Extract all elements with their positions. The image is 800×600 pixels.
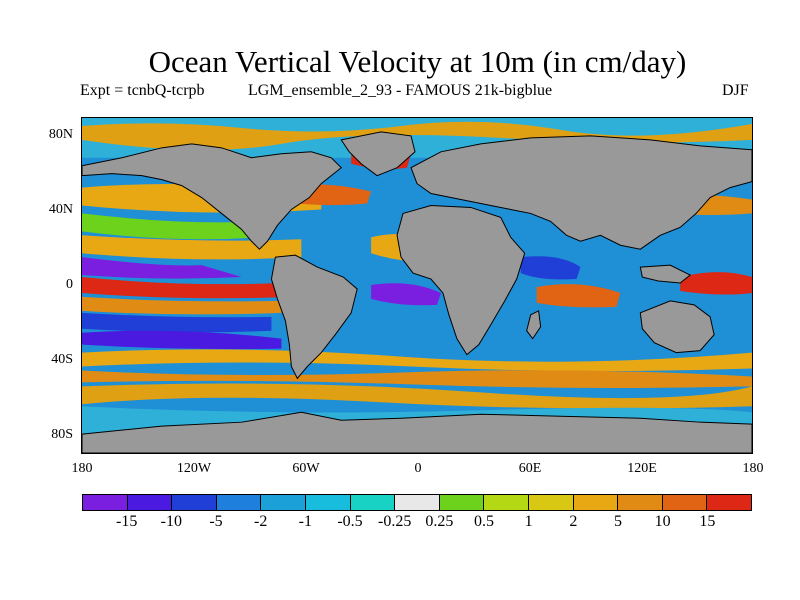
run-label: LGM_ensemble_2_93 - FAMOUS 21k-bigblue <box>248 82 553 99</box>
maritime-continent <box>639 264 692 284</box>
lon-label-120e: 120E <box>627 461 657 476</box>
colorbar <box>82 494 752 511</box>
colorbar-tick-label: -1 <box>298 513 312 530</box>
north-america <box>82 143 342 250</box>
map-panel <box>81 117 753 454</box>
colorbar-swatch <box>573 495 619 510</box>
colorbar-swatch <box>216 495 262 510</box>
lat-label-80s: 80S <box>51 427 73 442</box>
colorbar-swatch <box>707 495 751 510</box>
colorbar-tick-label: 10 <box>654 513 671 530</box>
colorbar-swatch <box>305 495 351 510</box>
lon-label-60w: 60W <box>292 461 320 476</box>
eurasia <box>410 135 752 250</box>
colorbar-tick-label: -0.5 <box>337 513 363 530</box>
colorbar-swatch <box>83 495 128 510</box>
lon-label-60e: 60E <box>518 461 542 476</box>
colorbar-swatch <box>127 495 173 510</box>
colorbar-tick-label: 5 <box>614 513 622 530</box>
lat-label-80n: 80N <box>48 127 73 142</box>
colorbar-tick-label: 1 <box>524 513 533 530</box>
colorbar-swatch <box>662 495 708 510</box>
greenland <box>340 131 416 177</box>
colorbar-tick-label: -2 <box>253 513 268 530</box>
lon-label-120w: 120W <box>176 461 212 476</box>
experiment-label: Expt = tcnbQ-tcrpb <box>80 82 205 99</box>
map-field <box>82 118 752 453</box>
map-title: Ocean Vertical Velocity at 10m (in cm/da… <box>148 44 687 79</box>
colorbar-tick-label: 0.25 <box>425 513 454 530</box>
colorbar-swatch <box>528 495 574 510</box>
colorbar-swatch <box>172 495 217 510</box>
colorbar-swatch <box>484 495 529 510</box>
colorbar-swatch <box>261 495 306 510</box>
lon-label-180w: 180 <box>71 461 93 476</box>
south-america <box>270 254 358 380</box>
colorbar-tick-label: -15 <box>115 513 138 530</box>
lat-label-equator: 0 <box>66 277 73 292</box>
colorbar-tick-label: -10 <box>160 513 182 530</box>
lat-label-40s: 40S <box>51 352 73 367</box>
colorbar-swatch <box>395 495 440 510</box>
colorbar-tick-label: -0.25 <box>377 513 412 530</box>
colorbar-tick-label: 15 <box>699 513 716 530</box>
colorbar-tick-label: 2 <box>569 513 578 530</box>
colorbar-tick-label: -5 <box>209 513 223 530</box>
antarctica <box>82 411 752 453</box>
season-label: DJF <box>722 82 749 99</box>
colorbar-swatch <box>439 495 485 510</box>
colorbar-swatch <box>350 495 396 510</box>
lon-label-0: 0 <box>414 461 422 476</box>
africa <box>396 204 526 356</box>
land-masses <box>82 131 752 453</box>
colorbar-swatch <box>618 495 663 510</box>
australia <box>639 300 715 354</box>
lat-label-40n: 40N <box>48 202 73 217</box>
lon-label-180e: 180 <box>742 461 764 476</box>
madagascar <box>526 310 542 340</box>
colorbar-tick-label: 0.5 <box>474 513 494 530</box>
